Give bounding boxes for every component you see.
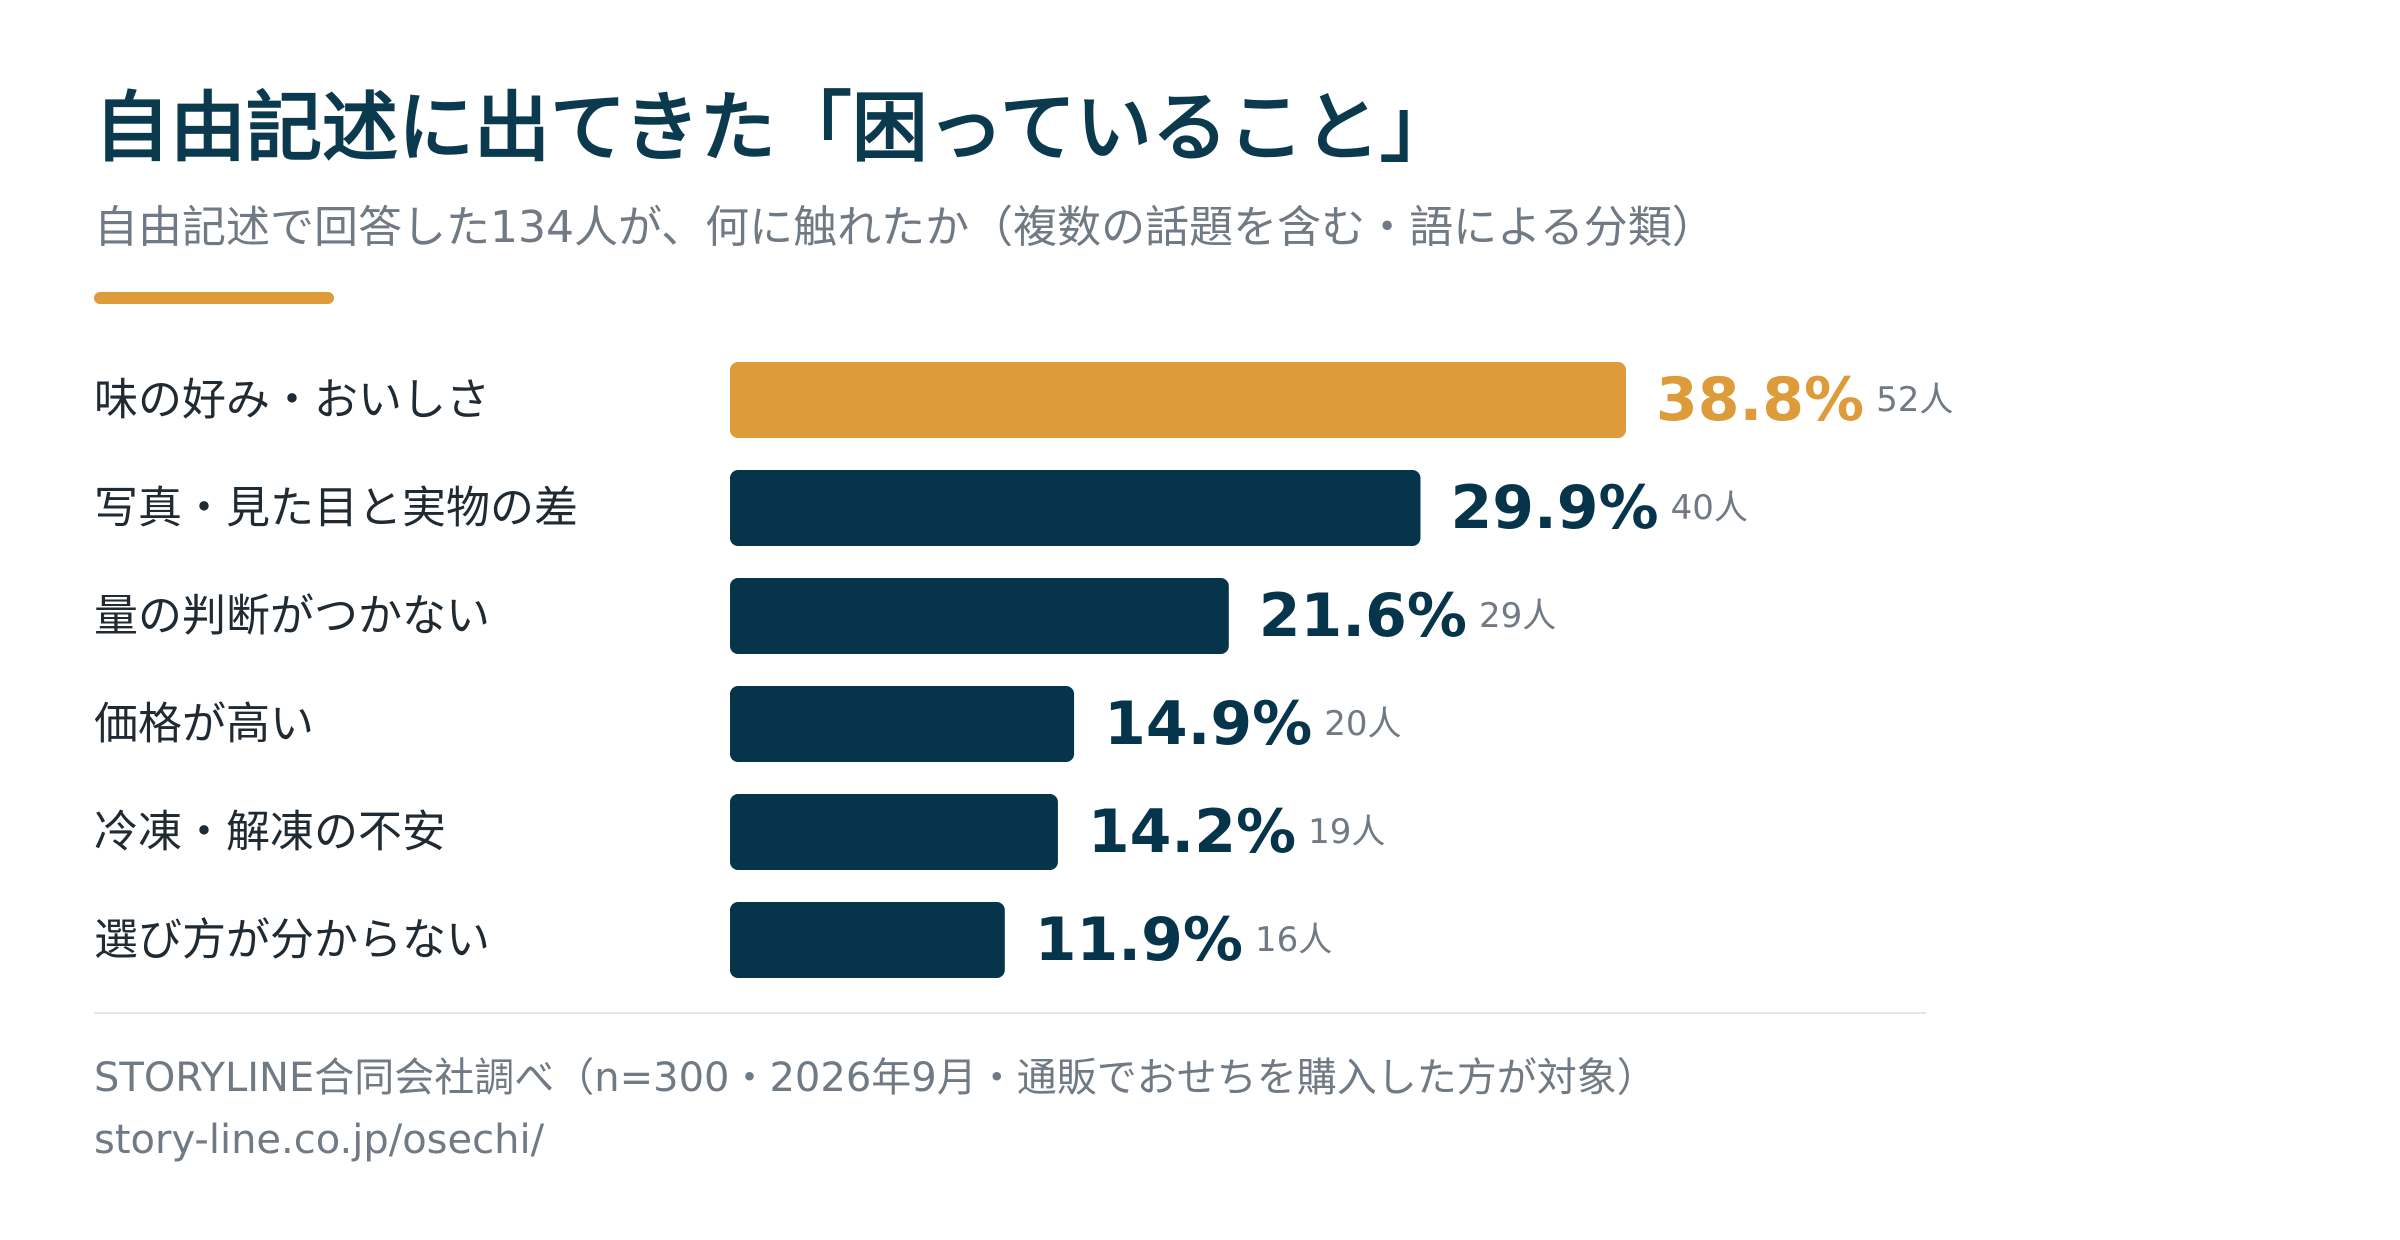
percent-label: 11.9% xyxy=(1035,905,1243,975)
category-label: 味の好み・おいしさ xyxy=(94,375,490,426)
percent-label: 14.2% xyxy=(1088,797,1296,867)
accent-underline xyxy=(94,292,334,304)
chart-subtitle: 自由記述で回答した134人が、何に触れたか（複数の話題を含む・語による分類） xyxy=(94,202,1716,253)
percent-label: 29.9% xyxy=(1450,473,1658,543)
bar-row: 量の判断がつかない 21.6% 29人 xyxy=(94,578,1556,654)
value-label: 29.9% 40人 xyxy=(1450,473,1747,543)
category-label: 量の判断がつかない xyxy=(94,591,490,642)
chart-title: 自由記述に出てきた「困っていること」 xyxy=(94,83,1456,172)
source-url: story-line.co.jp/osechi/ xyxy=(94,1117,545,1163)
source-note: STORYLINE合同会社調べ（n=300・2026年9月・通販でおせちを購入し… xyxy=(94,1055,1657,1101)
bar xyxy=(730,578,1229,654)
bar xyxy=(730,470,1421,546)
bar-row: 写真・見た目と実物の差 29.9% 40人 xyxy=(94,470,1748,546)
count-label: 29人 xyxy=(1479,596,1556,636)
bar-row: 価格が高い 14.9% 20人 xyxy=(94,686,1402,762)
footer-divider xyxy=(94,1012,1926,1014)
bar-row: 味の好み・おいしさ 38.8% 52人 xyxy=(94,362,1953,438)
category-label: 価格が高い xyxy=(94,699,314,750)
count-label: 19人 xyxy=(1308,812,1385,852)
value-label: 14.2% 19人 xyxy=(1088,797,1385,867)
bar xyxy=(730,902,1005,978)
bar-row: 冷凍・解凍の不安 14.2% 19人 xyxy=(94,794,1385,870)
bar-highlight xyxy=(730,362,1626,438)
value-label: 11.9% 16人 xyxy=(1035,905,1332,975)
value-label: 38.8% 52人 xyxy=(1656,365,1953,435)
bar-row: 選び方が分からない 11.9% 16人 xyxy=(94,902,1332,978)
percent-label: 14.9% xyxy=(1104,689,1312,759)
percent-label: 38.8% xyxy=(1656,365,1864,435)
count-label: 20人 xyxy=(1324,704,1401,744)
count-label: 40人 xyxy=(1671,488,1748,528)
category-label: 選び方が分からない xyxy=(94,915,490,966)
value-label: 14.9% 20人 xyxy=(1104,689,1401,759)
count-label: 52人 xyxy=(1876,380,1953,420)
count-label: 16人 xyxy=(1255,920,1332,960)
bar xyxy=(730,794,1058,870)
category-label: 冷凍・解凍の不安 xyxy=(94,807,446,858)
bar xyxy=(730,686,1075,762)
percent-label: 21.6% xyxy=(1259,581,1467,651)
category-label: 写真・見た目と実物の差 xyxy=(94,483,578,534)
value-label: 21.6% 29人 xyxy=(1259,581,1556,651)
